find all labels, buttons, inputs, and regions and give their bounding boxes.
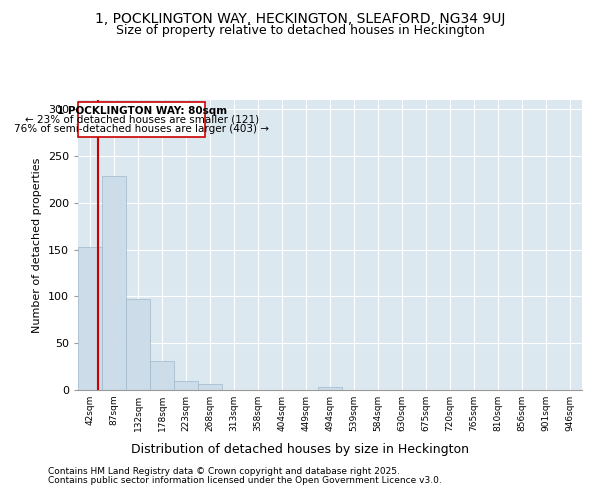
Bar xyxy=(318,387,342,390)
Bar xyxy=(198,384,222,390)
Bar xyxy=(126,300,150,390)
Text: 76% of semi-detached houses are larger (403) →: 76% of semi-detached houses are larger (… xyxy=(14,124,269,134)
Bar xyxy=(150,361,174,390)
Bar xyxy=(174,380,198,390)
Bar xyxy=(78,247,102,390)
Text: ← 23% of detached houses are smaller (121): ← 23% of detached houses are smaller (12… xyxy=(25,115,259,125)
Y-axis label: Number of detached properties: Number of detached properties xyxy=(32,158,42,332)
Text: 1, POCKLINGTON WAY, HECKINGTON, SLEAFORD, NG34 9UJ: 1, POCKLINGTON WAY, HECKINGTON, SLEAFORD… xyxy=(95,12,505,26)
Text: Size of property relative to detached houses in Heckington: Size of property relative to detached ho… xyxy=(116,24,484,37)
Text: Contains HM Land Registry data © Crown copyright and database right 2025.: Contains HM Land Registry data © Crown c… xyxy=(48,468,400,476)
Text: 1 POCKLINGTON WAY: 80sqm: 1 POCKLINGTON WAY: 80sqm xyxy=(57,106,227,116)
Bar xyxy=(102,176,126,390)
Text: Contains public sector information licensed under the Open Government Licence v3: Contains public sector information licen… xyxy=(48,476,442,485)
Text: Distribution of detached houses by size in Heckington: Distribution of detached houses by size … xyxy=(131,442,469,456)
FancyBboxPatch shape xyxy=(79,102,205,138)
